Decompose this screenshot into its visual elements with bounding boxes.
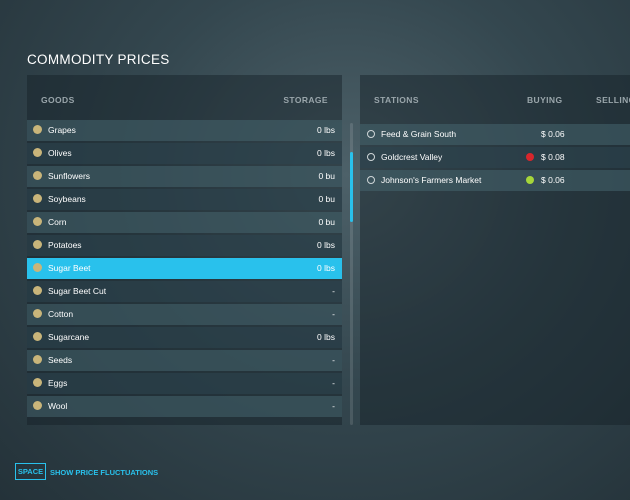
goods-name: Cotton	[48, 309, 74, 319]
goods-row[interactable]: Sugar Beet Cut -	[27, 281, 342, 302]
goods-row[interactable]: Seeds -	[27, 350, 342, 371]
goods-row[interactable]: Potatoes 0 lbs	[27, 235, 342, 256]
goods-row[interactable]: Cotton -	[27, 304, 342, 325]
goods-icon	[33, 332, 42, 341]
goods-name: Soybeans	[48, 194, 86, 204]
goods-name: Sugarcane	[48, 332, 90, 342]
storage-amount: 0 lbs	[317, 263, 335, 273]
goods-row[interactable]: Sugar Beet 0 lbs	[27, 258, 342, 279]
goods-row[interactable]: Corn 0 bu	[27, 212, 342, 233]
station-icon	[367, 130, 375, 138]
title: COMMODITY PRICES	[27, 52, 170, 67]
station-icon	[367, 153, 375, 161]
goods-icon	[33, 309, 42, 318]
column-header: BUYING	[527, 95, 563, 105]
station-name: Johnson's Farmers Market	[381, 175, 482, 185]
trend-up-icon	[526, 176, 534, 184]
action-label[interactable]: SHOW PRICE FLUCTUATIONS	[50, 468, 159, 477]
buying-price: $ 0.06	[541, 129, 565, 139]
storage-amount: -	[332, 309, 335, 319]
storage-amount: 0 bu	[318, 217, 335, 227]
goods-icon	[33, 217, 42, 226]
goods-row[interactable]: Soybeans 0 bu	[27, 189, 342, 210]
scrollbar[interactable]	[350, 123, 353, 425]
storage-amount: -	[332, 355, 335, 365]
trend-down-icon	[526, 153, 534, 161]
goods-row[interactable]: Grapes 0 lbs	[27, 120, 342, 141]
goods-name: Eggs	[48, 378, 68, 388]
goods-icon	[33, 378, 42, 387]
scroll-thumb[interactable]	[350, 152, 353, 222]
goods-name: Olives	[48, 148, 72, 158]
column-header: STORAGE	[283, 95, 328, 105]
storage-amount: -	[332, 378, 335, 388]
goods-list: Grapes 0 lbs Olives 0 lbs Sunflowers 0 bu Soyb…	[27, 120, 342, 425]
column-header: GOODS	[41, 95, 75, 105]
key-hint[interactable]: SPACE	[15, 463, 46, 480]
goods-panel: GOODS STORAGE Grapes 0 lbs Olives 0 lbs Sunf…	[27, 75, 342, 425]
storage-amount: 0 lbs	[317, 332, 335, 342]
column-header: STATIONS	[374, 95, 419, 105]
goods-name: Seeds	[48, 355, 73, 365]
station-row[interactable]: Feed & Grain South $ 0.06	[360, 124, 630, 145]
buying-price: $ 0.06	[541, 175, 565, 185]
column-header: SELLING	[596, 95, 630, 105]
storage-amount: -	[332, 286, 335, 296]
goods-name: Sugar Beet Cut	[48, 286, 107, 296]
goods-row[interactable]: Olives 0 lbs	[27, 143, 342, 164]
goods-row[interactable]: Wool -	[27, 396, 342, 417]
stations-panel: STATIONS BUYING SELLING Feed & Grain Sou…	[360, 75, 630, 425]
goods-icon	[33, 171, 42, 180]
storage-amount: 0 lbs	[317, 240, 335, 250]
station-icon	[367, 176, 375, 184]
goods-name: Potatoes	[48, 240, 82, 250]
buying-price: $ 0.08	[541, 152, 565, 162]
goods-name: Grapes	[48, 125, 76, 135]
station-name: Goldcrest Valley	[381, 152, 443, 162]
storage-amount: 0 lbs	[317, 125, 335, 135]
goods-name: Sunflowers	[48, 171, 91, 181]
storage-amount: -	[332, 401, 335, 411]
station-row[interactable]: Johnson's Farmers Market $ 0.06	[360, 170, 630, 191]
storage-amount: 0 lbs	[317, 148, 335, 158]
station-row[interactable]: Goldcrest Valley $ 0.08	[360, 147, 630, 168]
goods-icon	[33, 125, 42, 134]
goods-name: Wool	[48, 401, 68, 411]
goods-name: Corn	[48, 217, 67, 227]
goods-icon	[33, 148, 42, 157]
goods-icon	[33, 355, 42, 364]
goods-icon	[33, 194, 42, 203]
goods-icon	[33, 240, 42, 249]
goods-name: Sugar Beet	[48, 263, 91, 273]
goods-row[interactable]: Sugarcane 0 lbs	[27, 327, 342, 348]
goods-icon	[33, 263, 42, 272]
goods-icon	[33, 286, 42, 295]
goods-row[interactable]: Sunflowers 0 bu	[27, 166, 342, 187]
storage-amount: 0 bu	[318, 171, 335, 181]
storage-amount: 0 bu	[318, 194, 335, 204]
goods-icon	[33, 401, 42, 410]
station-name: Feed & Grain South	[381, 129, 457, 139]
goods-row[interactable]: Eggs -	[27, 373, 342, 394]
